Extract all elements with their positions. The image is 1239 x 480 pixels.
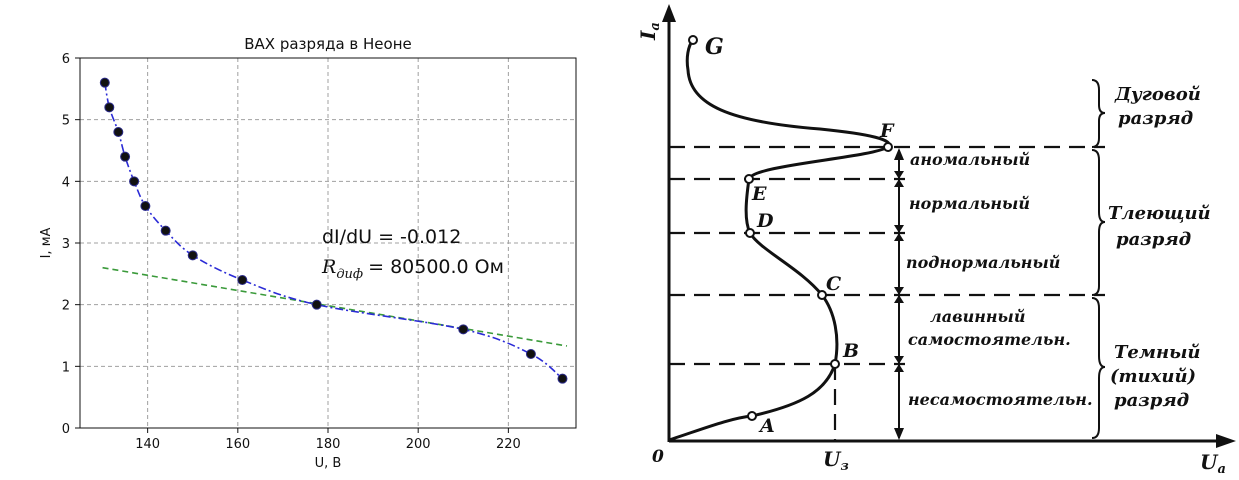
outer-glow-line1: Тлеющий (1108, 203, 1211, 224)
inner-scale-arrows (894, 148, 904, 440)
region-normal: нормальный (909, 194, 1030, 213)
tangent-line (102, 266, 568, 347)
chart-title: ВАХ разряда в Неоне (244, 35, 412, 53)
annotation-derivative: dI/dU = -0.012 (322, 226, 461, 248)
curve-points (688, 35, 893, 421)
point-label-a: A (758, 415, 775, 437)
data-points-group (99, 77, 568, 384)
data-point (129, 176, 140, 187)
x-axis-arrow (1216, 434, 1236, 448)
outer-glow-line2: разряд (1116, 229, 1191, 250)
region-anomalous: аномальный (910, 150, 1030, 169)
data-point (237, 275, 248, 285)
y-tick-label: 4 (62, 175, 70, 190)
point-label-c: C (826, 273, 841, 295)
annotation-r-symbol: R (321, 256, 336, 278)
data-point (557, 373, 568, 384)
y-tick-label: 1 (62, 360, 70, 375)
region-self-sustained: самостоятельн. (908, 330, 1071, 349)
y-tick-label: 2 (62, 299, 70, 314)
outer-braces (1091, 79, 1106, 439)
y-axis-title: Ia (636, 22, 663, 41)
x-tick-label: 180 (316, 437, 341, 452)
y-tick-label: 6 (62, 52, 70, 67)
origin-label: 0 (652, 447, 664, 467)
x-tick-label: 220 (496, 437, 521, 452)
point-label-d: D (756, 210, 774, 232)
data-point (113, 127, 124, 137)
discharge-curve (668, 39, 891, 442)
y-ticks: 0 1 2 3 4 5 6 (62, 52, 80, 437)
annotation-r-subscript: диф (336, 267, 363, 282)
point-label-f: F (879, 120, 895, 142)
region-subnormal: поднормальный (906, 253, 1060, 272)
y-tick-label: 0 (62, 422, 70, 437)
data-point (140, 201, 151, 211)
tangent-line-group (102, 266, 568, 347)
annotation-resistance: Rдиф = 80500.0 Ом (321, 256, 504, 282)
point-label-g: G (705, 34, 724, 60)
level-lines (669, 145, 1105, 442)
data-point (120, 151, 131, 162)
x-axis-title: Ua (1200, 450, 1226, 477)
outer-dark-line3: разряд (1114, 390, 1189, 411)
point-label-e: E (751, 183, 767, 205)
y-tick-label: 3 (62, 237, 70, 252)
x-tick-label: 140 (135, 437, 160, 452)
y-axis-arrow (662, 4, 676, 22)
iv-chart: ВАХ разряда в Неоне 140 160 180 200 220 0 1 2 3… (39, 35, 577, 471)
region-avalanche: лавинный (930, 307, 1025, 326)
data-point (525, 349, 536, 359)
ignition-voltage-label: Uз (823, 447, 849, 474)
outer-arc-line1: Дуговой (1114, 84, 1201, 105)
data-point (311, 299, 322, 310)
point-label-b: B (842, 340, 859, 362)
discharge-diagram: A B C D E F G Ia Ua 0 Uз аномальный норм… (636, 4, 1236, 477)
outer-dark-line1: Темный (1114, 342, 1200, 363)
x-tick-label: 200 (406, 437, 431, 452)
x-axis-label: U, В (315, 456, 342, 471)
outer-dark-line2: (тихий) (1110, 366, 1196, 387)
outer-arc-line2: разряд (1118, 108, 1193, 129)
annotation-r-value: = 80500.0 Ом (368, 256, 504, 278)
y-axis-label: I, мА (39, 228, 54, 259)
data-point (187, 250, 198, 261)
region-non-self-sustained: несамостоятельн. (908, 390, 1093, 409)
data-point (160, 225, 171, 236)
data-point (458, 324, 469, 335)
data-point (104, 102, 115, 113)
x-ticks: 140 160 180 200 220 (135, 428, 521, 452)
y-tick-label: 5 (62, 114, 70, 129)
x-tick-label: 160 (225, 437, 250, 452)
grid-lines (80, 58, 576, 428)
data-point (99, 77, 110, 88)
